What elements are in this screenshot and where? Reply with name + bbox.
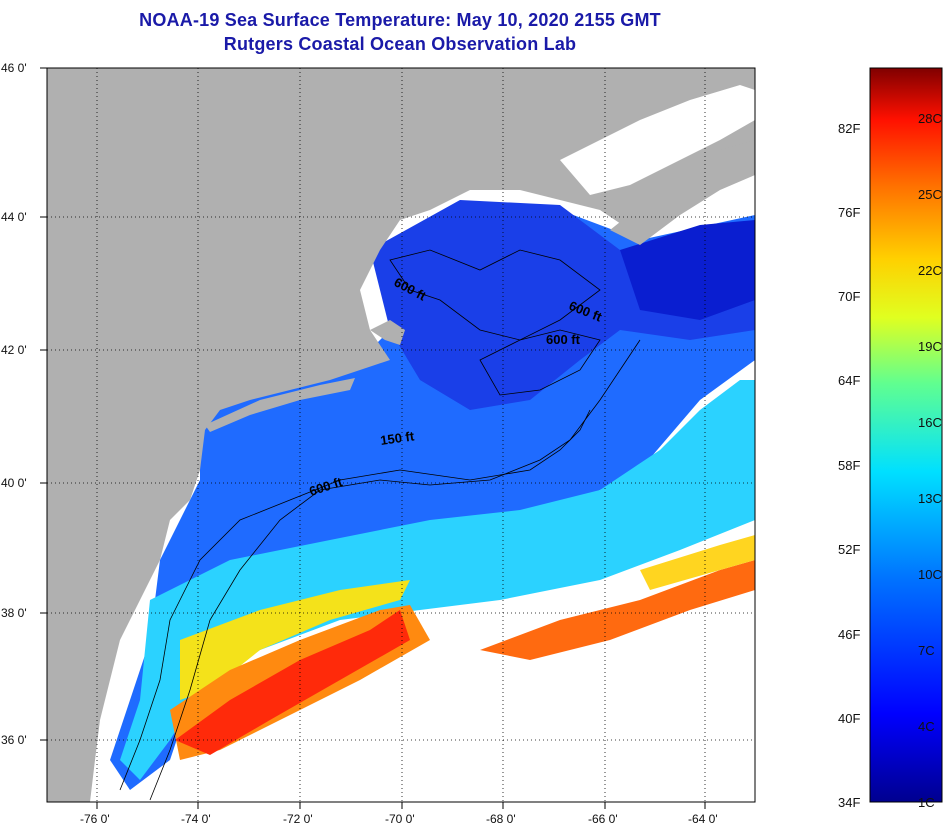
lat-label: 44 0' [1,210,27,224]
isobath-gulf-of-maine [389,249,601,341]
sst-scotian-shelf [620,220,755,320]
colorbar-c-label: 25C [918,187,942,202]
colorbar-f-label: 46F [838,627,861,642]
lon-label: -68 0' [486,812,516,826]
sst-gulf-stream-east-yellow [640,535,755,590]
colorbar-c-label: 28C [918,111,942,126]
map-frame [46,67,756,803]
colorbar-f-label: 52F [838,542,861,557]
sst-cold-shelf [110,210,755,790]
cloud-bay-of-fundy [560,85,755,195]
lon-label: -74 0' [181,812,211,826]
colorbar-c-label: 16C [918,415,942,430]
sst-slope-cyan [120,380,755,780]
land-cape-cod [370,320,405,345]
map-subtitle: Rutgers Coastal Ocean Observation Lab [223,34,577,54]
isobath-600ft [149,339,641,801]
axis-ticks [40,67,706,809]
colorbar-f-label: 82F [838,121,861,136]
map-title: NOAA-19 Sea Surface Temperature: May 10,… [139,10,661,30]
lat-label: 40 0' [1,476,27,490]
colorbar-c-label: 7C [918,643,935,658]
colorbar-c-label: 19C [918,339,942,354]
land-north-america [47,68,755,802]
isobath-georges-bank [479,329,601,396]
colorbar-c-label: 22C [918,263,942,278]
colorbar-c-label: 4C [918,719,935,734]
colorbar-f-label: 40F [838,711,861,726]
lat-label: 42 0' [1,343,27,357]
lat-label: 36 0' [1,733,27,747]
lon-label: -76 0' [80,812,110,826]
sst-gulf-stream-east [480,560,755,660]
cloud-southeast [240,720,420,802]
colorbar-f-label: 64F [838,373,861,388]
colorbar-c-label: 13C [918,491,942,506]
cloud-offshore [560,640,755,802]
land-long-island [205,378,355,432]
lon-label: -66 0' [588,812,618,826]
lon-label: -70 0' [385,812,415,826]
lon-label: -64 0' [688,812,718,826]
isobath-label: 600 ft [546,332,581,347]
colorbar-c-label: 10C [918,567,942,582]
colorbar-f-label: 58F [838,458,861,473]
colorbar-f-label: 76F [838,205,861,220]
land-nova-scotia [610,140,755,245]
lat-label: 38 0' [1,606,27,620]
isobath-label: 150 ft [379,428,415,448]
colorbar [869,67,943,803]
colorbar-f-label: 70F [838,289,861,304]
cloud-south [400,650,560,802]
lon-label: -72 0' [283,812,313,826]
colorbar-f-label: 34F [838,795,861,810]
lat-label: 46 0' [1,61,27,75]
isobath-150ft [119,409,591,791]
colorbar-c-label: 1C [918,795,935,810]
sst-warm-yellow [180,580,410,700]
sst-gulf-stream-red [175,610,410,755]
